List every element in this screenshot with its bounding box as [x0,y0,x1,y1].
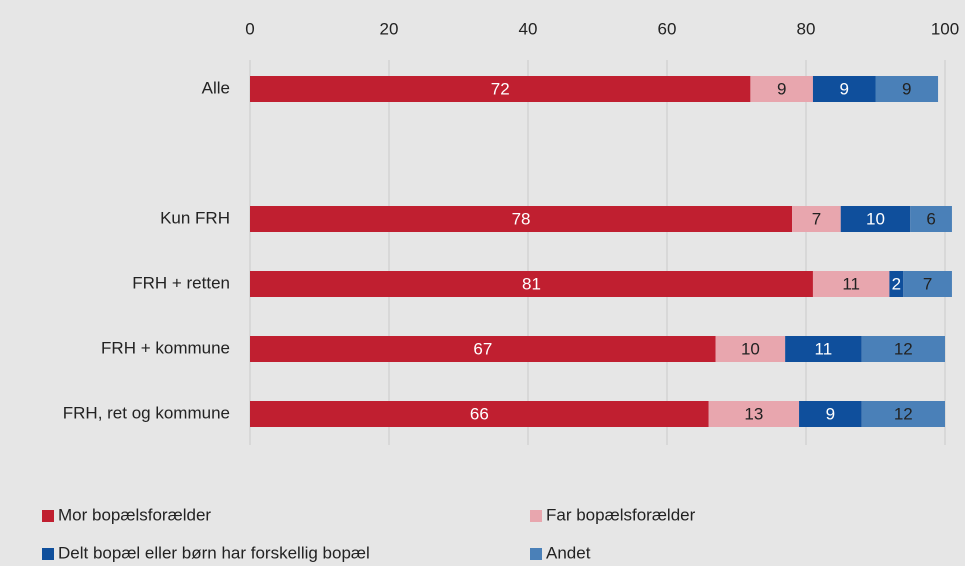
y-tick-label: Kun FRH [160,208,230,227]
y-tick-label: FRH + retten [132,273,230,292]
legend-swatch [530,548,542,560]
bar-segment [875,76,939,102]
value-label: 7 [923,274,932,293]
value-label: 10 [741,339,760,358]
bar-segment [840,206,911,232]
x-tick-label: 80 [797,19,816,38]
x-tick-label: 100 [931,19,959,38]
bar-segment [250,271,813,297]
value-label: 12 [894,339,913,358]
value-label: 10 [866,209,885,228]
x-tick-label: 40 [519,19,538,38]
legend-label: Andet [546,543,591,562]
value-label: 81 [522,274,541,293]
y-tick-label: Alle [202,78,230,97]
bar-segment [799,401,862,427]
bar-segment [750,76,813,102]
bar-segment [708,401,800,427]
legend-label: Far bopælsforælder [546,505,696,524]
value-label: 13 [744,404,763,423]
bar-segment [903,271,952,297]
y-tick-label: FRH, ret og kommune [63,403,230,422]
bar-segment [250,206,793,232]
value-label: 9 [839,79,848,98]
legend-swatch [42,510,54,522]
bar-segment [910,206,952,232]
bar-segment [785,336,862,362]
bar-segment [250,336,716,362]
x-tick-label: 0 [245,19,254,38]
value-label: 12 [894,404,913,423]
bar-segment [812,271,890,297]
value-label: 72 [491,79,510,98]
bar-segment [250,76,751,102]
value-label: 67 [473,339,492,358]
value-label: 9 [826,404,835,423]
legend-label: Delt bopæl eller børn har forskellig bop… [58,543,370,562]
value-label: 2 [892,274,901,293]
bar-segment [889,271,904,297]
value-label: 66 [470,404,489,423]
bar-segment [715,336,786,362]
value-label: 78 [512,209,531,228]
value-label: 9 [902,79,911,98]
x-tick-label: 60 [658,19,677,38]
legend-swatch [530,510,542,522]
value-label: 11 [842,274,860,293]
value-label: 6 [926,209,935,228]
value-label: 9 [777,79,786,98]
bar-segment [792,206,841,232]
y-tick-label: FRH + kommune [101,338,230,357]
x-tick-label: 20 [380,19,399,38]
bar-segment [861,401,945,427]
bar-segment [250,401,709,427]
legend-label: Mor bopælsforælder [58,505,211,524]
value-label: 7 [812,209,821,228]
bar-segment [812,76,876,102]
value-label: 11 [815,339,833,358]
bar-segment [861,336,945,362]
legend-swatch [42,548,54,560]
